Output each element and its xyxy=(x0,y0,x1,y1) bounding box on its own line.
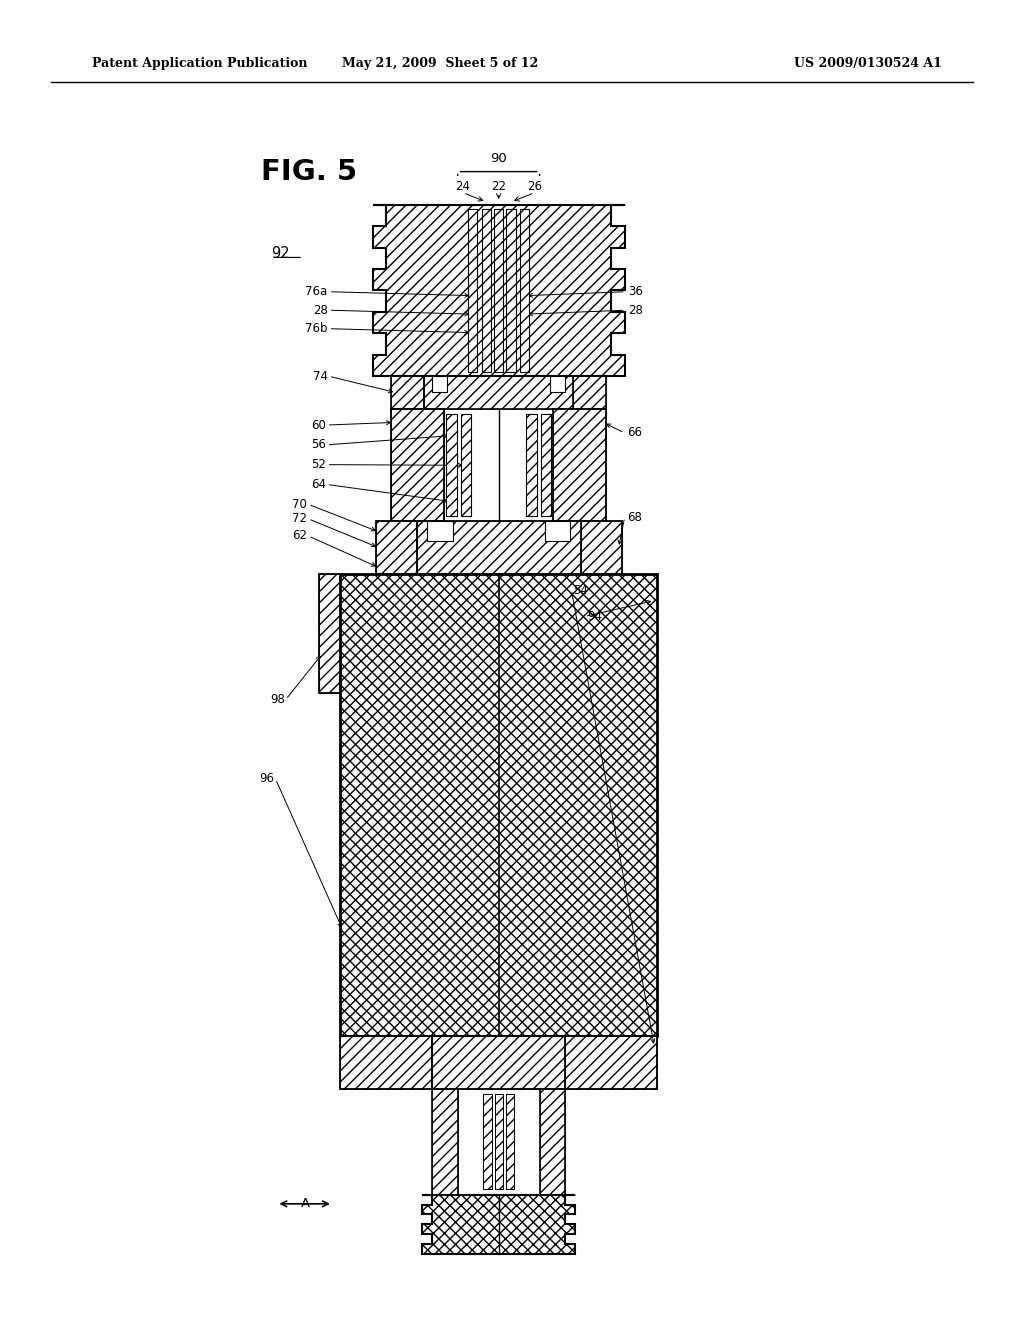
Polygon shape xyxy=(417,521,581,574)
Text: May 21, 2009  Sheet 5 of 12: May 21, 2009 Sheet 5 of 12 xyxy=(342,57,539,70)
Text: 76b: 76b xyxy=(305,322,328,335)
Polygon shape xyxy=(483,1094,492,1189)
Text: 26: 26 xyxy=(527,180,542,193)
Polygon shape xyxy=(573,376,606,409)
Polygon shape xyxy=(565,1036,657,1089)
Polygon shape xyxy=(550,376,565,392)
Polygon shape xyxy=(373,205,625,376)
Text: 72: 72 xyxy=(292,512,307,525)
Polygon shape xyxy=(340,574,657,1036)
Polygon shape xyxy=(541,414,551,516)
Text: 76a: 76a xyxy=(305,285,328,298)
Text: Patent Application Publication: Patent Application Publication xyxy=(92,57,307,70)
Polygon shape xyxy=(468,209,477,372)
Text: 28: 28 xyxy=(312,304,328,317)
Polygon shape xyxy=(376,521,417,574)
Text: 92: 92 xyxy=(271,246,290,261)
Polygon shape xyxy=(481,209,492,372)
Polygon shape xyxy=(422,1195,575,1254)
Text: 90: 90 xyxy=(490,152,507,165)
Polygon shape xyxy=(545,521,570,541)
Text: 24: 24 xyxy=(456,180,470,193)
Polygon shape xyxy=(432,376,447,392)
Text: A: A xyxy=(301,1197,309,1210)
Text: 36: 36 xyxy=(628,285,643,298)
Text: FIG. 5: FIG. 5 xyxy=(261,157,357,186)
Polygon shape xyxy=(432,1089,458,1195)
Polygon shape xyxy=(427,521,453,541)
Text: 22: 22 xyxy=(492,180,506,193)
Text: 60: 60 xyxy=(310,418,326,432)
Text: 68: 68 xyxy=(627,511,642,524)
Text: 54: 54 xyxy=(573,583,589,597)
Text: 70: 70 xyxy=(292,498,307,511)
Polygon shape xyxy=(319,574,340,693)
Text: 96: 96 xyxy=(259,772,274,785)
Text: 64: 64 xyxy=(310,478,326,491)
Polygon shape xyxy=(495,1094,503,1189)
Polygon shape xyxy=(432,1036,565,1089)
Polygon shape xyxy=(581,521,622,574)
Polygon shape xyxy=(506,1094,514,1189)
Text: 56: 56 xyxy=(310,438,326,451)
Polygon shape xyxy=(494,209,504,372)
Text: US 2009/0130524 A1: US 2009/0130524 A1 xyxy=(795,57,942,70)
Text: 66: 66 xyxy=(627,426,642,440)
Text: 62: 62 xyxy=(292,529,307,543)
Text: 52: 52 xyxy=(310,458,326,471)
Text: 98: 98 xyxy=(269,693,285,706)
Polygon shape xyxy=(446,414,457,516)
Polygon shape xyxy=(540,1089,565,1195)
Polygon shape xyxy=(340,1036,432,1089)
Polygon shape xyxy=(553,409,606,521)
Polygon shape xyxy=(461,414,471,516)
Polygon shape xyxy=(506,209,515,372)
Text: 28: 28 xyxy=(628,304,643,317)
Polygon shape xyxy=(520,209,529,372)
Polygon shape xyxy=(424,376,573,409)
Text: 74: 74 xyxy=(312,370,328,383)
Polygon shape xyxy=(526,414,537,516)
Polygon shape xyxy=(391,409,444,521)
Text: 94: 94 xyxy=(587,610,602,623)
Polygon shape xyxy=(391,376,424,409)
